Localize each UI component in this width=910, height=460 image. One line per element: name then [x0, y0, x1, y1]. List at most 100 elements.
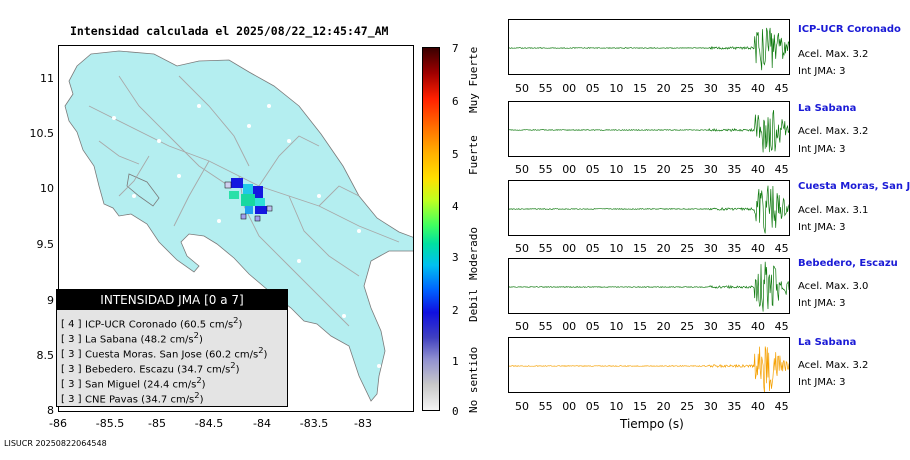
legend-level: [ 3 ] [61, 379, 82, 391]
colorbar-tick: 4 [452, 200, 459, 213]
legend-row: [ 4 ] ICP-UCR Coronado (60.5 cm/s2) [61, 315, 242, 330]
time-tick: 50 [515, 163, 529, 176]
time-tick: 15 [633, 242, 647, 255]
colorbar-tick: 3 [452, 251, 459, 264]
map-x-tick: -86 [49, 417, 67, 430]
time-tick: 20 [656, 400, 671, 413]
time-tick: 25 [680, 400, 695, 413]
legend-level: [ 4 ] [61, 319, 82, 331]
map-x-tick: -84 [253, 417, 271, 430]
time-tick: 05 [585, 320, 600, 333]
station-accel: Acel. Max. 3.1 [798, 205, 869, 216]
time-tick: 10 [609, 242, 624, 255]
station-name: La Sabana [798, 103, 857, 114]
legend-row: [ 3 ] San Miguel (24.4 cm/s2) [61, 375, 206, 390]
time-tick: 45 [774, 82, 789, 95]
time-tick: 45 [774, 163, 789, 176]
time-tick: 40 [751, 320, 765, 333]
legend-level: [ 3 ] [61, 349, 82, 361]
time-tick: 55 [538, 320, 553, 333]
map-y-tick: 8.5 [36, 349, 55, 362]
seismogram-panel[interactable] [508, 258, 790, 314]
time-tick: 50 [515, 400, 529, 413]
time-tick: 20 [656, 82, 671, 95]
time-tick: 25 [680, 82, 695, 95]
legend-close: ) [238, 319, 243, 331]
map-y-tick: 10 [40, 182, 54, 195]
time-tick: 25 [680, 163, 695, 176]
waveform-trace [509, 185, 789, 234]
station-intensity: Int JMA: 3 [798, 222, 846, 233]
time-tick: 30 [703, 400, 718, 413]
time-tick: 40 [751, 242, 765, 255]
legend-text: Cuesta Moras. San Jose (60.2 cm/s [85, 349, 259, 361]
legend-close: ) [235, 364, 240, 376]
time-tick: 35 [727, 320, 742, 333]
time-tick: 50 [515, 82, 529, 95]
station-intensity: Int JMA: 3 [798, 66, 846, 77]
time-tick: 15 [633, 163, 647, 176]
legend-text: San Miguel (24.4 cm/s [85, 379, 197, 391]
colorbar-label: Moderado [467, 227, 480, 280]
time-tick: 00 [562, 400, 577, 413]
colorbar-tick: 7 [452, 42, 459, 55]
time-tick: 40 [751, 400, 765, 413]
waveform [509, 261, 789, 312]
map-x-tick: -85 [148, 417, 166, 430]
time-axis: 50 55 00 05 10 15 20 25 30 35 40 45 [508, 242, 790, 256]
time-tick: 45 [774, 242, 789, 255]
legend-level: [ 3 ] [61, 364, 82, 376]
map-x-tick: -83.5 [299, 417, 329, 430]
waveform-trace [509, 261, 789, 312]
time-tick: 05 [585, 242, 600, 255]
time-tick: 10 [609, 82, 624, 95]
map-x-tick: -85.5 [95, 417, 125, 430]
seismogram-panel[interactable] [508, 19, 790, 75]
map-x-tick: -84.5 [194, 417, 224, 430]
seismogram-panel[interactable] [508, 180, 790, 236]
time-tick: 20 [656, 320, 671, 333]
time-tick: 25 [680, 320, 695, 333]
legend-level: [ 3 ] [61, 334, 82, 346]
seismogram-panel[interactable] [508, 337, 790, 393]
station-accel: Acel. Max. 3.2 [798, 126, 869, 137]
time-tick: 05 [585, 82, 600, 95]
legend-title: INTENSIDAD JMA [0 a 7] [57, 290, 287, 310]
legend-sup: 2 [196, 375, 202, 385]
time-tick: 25 [680, 242, 695, 255]
time-tick: 50 [515, 242, 529, 255]
seismogram-panel[interactable] [508, 101, 790, 157]
colorbar-label: Fuerte [467, 135, 480, 175]
station-name: Bebedero, Escazu [798, 258, 898, 269]
coast-detail [126, 173, 160, 207]
legend-row: [ 3 ] Cuesta Moras. San Jose (60.2 cm/s2) [61, 345, 267, 360]
time-tick: 35 [727, 400, 742, 413]
map-y-tick: 9.5 [36, 238, 55, 251]
time-axis: 50 55 00 05 10 15 20 25 30 35 40 45 [508, 82, 790, 96]
time-tick: 35 [727, 163, 742, 176]
legend-sup: 2 [193, 330, 199, 340]
legend-close: ) [198, 334, 203, 346]
legend-close: ) [201, 379, 206, 391]
station-accel: Acel. Max. 3.2 [798, 360, 869, 371]
station-name: Cuesta Moras, San Jose [798, 181, 910, 192]
time-tick: 15 [633, 400, 647, 413]
legend-text: ICP-UCR Coronado (60.5 cm/s [85, 319, 234, 331]
time-tick: 05 [585, 400, 600, 413]
intensity-blocks[interactable] [224, 178, 273, 222]
time-tick: 45 [774, 400, 789, 413]
map-svg [64, 50, 413, 402]
colorbar-tick: 1 [452, 355, 459, 368]
waveform [509, 27, 789, 71]
costa-rica-land [64, 50, 413, 402]
legend-row: [ 3 ] CNE Pavas (34.7 cm/s2) [61, 390, 204, 405]
time-tick: 00 [562, 163, 577, 176]
waveform-trace [509, 346, 789, 392]
legend-sup: 2 [194, 390, 200, 400]
time-axis: 50 55 00 05 10 15 20 25 30 35 40 45 [508, 163, 790, 177]
map-y-tick: 9 [47, 294, 54, 307]
legend-text: CNE Pavas (34.7 cm/s [85, 394, 195, 406]
time-tick: 35 [727, 82, 742, 95]
colorbar-label: Debil [467, 288, 480, 322]
time-tick: 00 [562, 320, 577, 333]
